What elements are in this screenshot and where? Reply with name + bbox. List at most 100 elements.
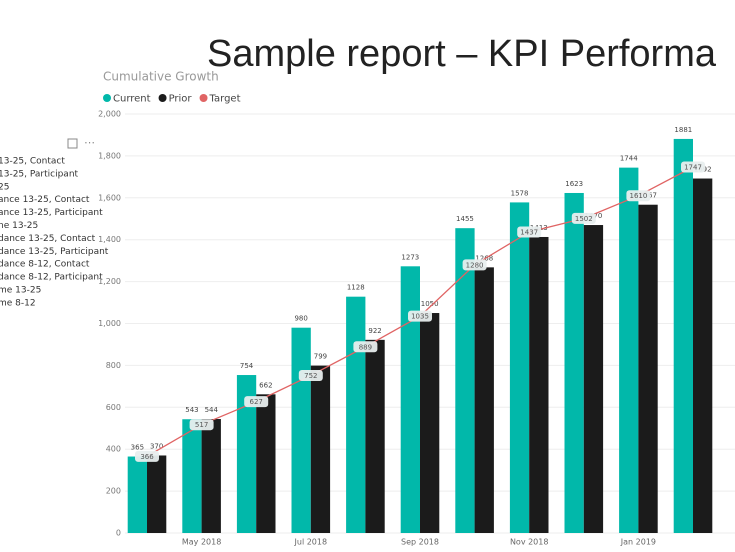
data-label: 370 <box>150 442 163 450</box>
bar <box>182 419 202 533</box>
slicer-item: me 8-12 <box>0 298 36 308</box>
plot: 0 200 400 600 800 1,000 1,200 1,400 1,600 1,800 2,… <box>98 94 735 547</box>
data-label: 366 <box>140 453 154 461</box>
bar <box>455 228 475 534</box>
y-tick-label: 200 <box>106 487 121 496</box>
bar <box>310 365 331 533</box>
target-label-box <box>244 396 269 408</box>
data-label: 1610 <box>629 192 647 200</box>
bar <box>400 266 420 533</box>
bar <box>638 204 658 533</box>
bar <box>365 339 385 533</box>
report-title: Sample report – KPI Performa <box>207 33 717 75</box>
data-label: 1747 <box>684 164 702 172</box>
target-label-box <box>353 341 378 353</box>
slicer-item: ne 13-25 <box>0 221 38 231</box>
slicer-item: 13-25, Contact <box>0 157 65 167</box>
focus-icon[interactable] <box>67 138 78 149</box>
bar <box>673 138 693 534</box>
slicer-item: dance 13-25, Contact <box>0 234 96 244</box>
y-tick-label: 1,000 <box>98 319 121 328</box>
bar <box>127 456 147 533</box>
bar <box>236 375 257 533</box>
data-label: 517 <box>195 421 208 429</box>
target-label-box <box>571 212 596 224</box>
data-label: 543 <box>185 406 198 414</box>
slicer-item: 13-25, Participant <box>0 169 79 179</box>
bar <box>201 419 221 533</box>
data-label: 1578 <box>511 189 529 197</box>
data-label: 627 <box>250 398 263 406</box>
target-label-box <box>189 419 214 431</box>
data-label: 752 <box>304 372 317 380</box>
x-tick-label: Jul 2018 <box>294 538 328 547</box>
more-icon[interactable]: ⋯ <box>84 136 95 149</box>
x-tick-label: Nov 2018 <box>510 538 549 547</box>
target-label-box <box>626 190 651 202</box>
target-label-box <box>681 161 705 173</box>
slicer-item: me 13-25 <box>0 286 41 296</box>
data-label: 1623 <box>565 180 583 188</box>
data-label: 889 <box>359 343 372 351</box>
y-tick-label: 1,600 <box>98 193 121 202</box>
y-tick-label: 800 <box>106 361 121 370</box>
bar <box>583 225 604 533</box>
x-tick-label: Jan 2019 <box>620 538 656 547</box>
y-tick-label: 1,200 <box>98 277 121 286</box>
data-label: 922 <box>368 327 381 335</box>
data-label: 1128 <box>347 284 365 292</box>
data-label: 1035 <box>411 313 429 321</box>
x-tick-label: Sep 2018 <box>401 538 439 547</box>
bar <box>474 267 494 533</box>
legend-marker <box>199 94 208 102</box>
data-label: 662 <box>259 381 272 389</box>
slicer-item: ance 13-25, Participant <box>0 208 103 218</box>
data-label: 1273 <box>401 253 419 261</box>
data-label: 799 <box>314 353 327 361</box>
y-tick-label: 1,400 <box>98 235 121 244</box>
bar <box>693 178 713 533</box>
bar <box>420 313 440 533</box>
target-label-box <box>298 369 323 381</box>
target-label-box <box>462 259 487 271</box>
target-label-box <box>408 310 432 322</box>
target-label-box <box>135 450 159 462</box>
data-label: 1502 <box>575 215 593 223</box>
legend-marker <box>103 94 111 102</box>
data-label: 1050 <box>421 300 439 308</box>
slicer-item: 25 <box>0 182 9 192</box>
chart-title: Cumulative Growth <box>103 70 219 84</box>
y-tick-label: 1,800 <box>98 151 121 160</box>
bar <box>509 202 530 533</box>
data-label: 1437 <box>520 228 538 236</box>
data-label: 1744 <box>620 155 638 163</box>
x-tick-label: May 2018 <box>182 538 221 547</box>
slicer-panel: 13-25, Contact 13-25, Participant 25 ance 1… <box>0 157 109 309</box>
data-label: 754 <box>240 362 254 370</box>
y-tick-label: 400 <box>106 445 121 454</box>
bar <box>529 236 549 533</box>
legend-label: Current <box>113 94 151 105</box>
y-tick-label: 600 <box>106 403 121 412</box>
data-label: 365 <box>131 444 144 452</box>
data-label: 1280 <box>466 261 484 269</box>
bar <box>291 327 311 533</box>
target-label-box <box>517 226 542 238</box>
slicer-item: dance 8-12, Contact <box>0 260 90 270</box>
slicer-item: dance 8-12, Participant <box>0 273 103 283</box>
bar <box>147 455 167 533</box>
bar <box>564 192 584 533</box>
bar <box>256 394 276 533</box>
legend-marker <box>158 94 167 102</box>
legend-label: Prior <box>169 94 193 105</box>
data-label: 980 <box>294 315 307 323</box>
y-tick-label: 0 <box>116 529 121 538</box>
slicer-item: dance 13-25, Participant <box>0 247 109 257</box>
data-label: 1455 <box>456 215 474 223</box>
bar <box>619 167 639 533</box>
y-tick-label: 2,000 <box>98 110 121 119</box>
slicer-item: ance 13-25, Contact <box>0 195 90 205</box>
data-label: 544 <box>205 406 219 414</box>
